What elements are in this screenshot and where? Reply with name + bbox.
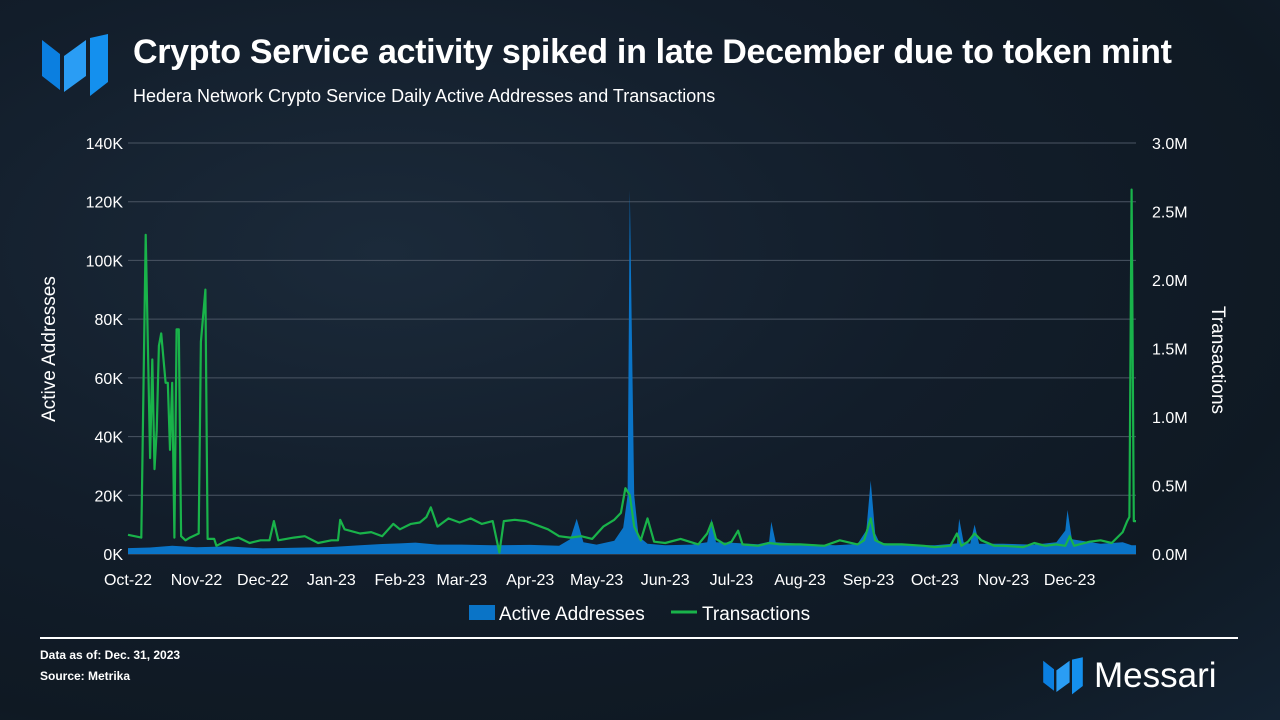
y-tick-label: 60K bbox=[95, 371, 124, 388]
x-tick-label: Oct-23 bbox=[911, 572, 959, 589]
y-tick-label: 40K bbox=[95, 430, 124, 447]
active-addresses-area bbox=[128, 190, 1136, 554]
y-axis-label: Active Addresses bbox=[39, 276, 60, 422]
y2-tick-label: 1.5M bbox=[1152, 342, 1188, 359]
x-tick-label: Apr-23 bbox=[506, 572, 554, 589]
y2-tick-label: 0.5M bbox=[1152, 479, 1188, 496]
legend-label-active-addresses: Active Addresses bbox=[499, 604, 645, 625]
messari-brand: Messari bbox=[1042, 655, 1242, 699]
x-tick-label: Dec-22 bbox=[237, 572, 289, 589]
x-axis: Oct-22 Nov-22 Dec-22 Jan-23 Feb-23 Mar-23 Apr-… bbox=[104, 572, 1096, 589]
y2-tick-label: 2.0M bbox=[1152, 273, 1188, 290]
x-tick-label: Oct-22 bbox=[104, 572, 152, 589]
legend-label-transactions: Transactions bbox=[702, 604, 810, 625]
y2-axis-label: Transactions bbox=[1207, 306, 1228, 414]
x-tick-label: Aug-23 bbox=[774, 572, 826, 589]
legend: Active Addresses Transactions bbox=[469, 604, 810, 625]
x-tick-label: Nov-22 bbox=[171, 572, 223, 589]
right-axis: 0.0M 0.5M 1.0M 1.5M 2.0M 2.5M 3.0M bbox=[1152, 136, 1188, 564]
x-tick-label: Mar-23 bbox=[436, 572, 487, 589]
y-tick-label: 120K bbox=[86, 195, 124, 212]
x-tick-label: Dec-23 bbox=[1044, 572, 1096, 589]
y-tick-label: 0K bbox=[103, 547, 123, 564]
messari-logo-icon bbox=[42, 34, 108, 96]
x-tick-label: Sep-23 bbox=[843, 572, 895, 589]
chart-subtitle: Hedera Network Crypto Service Daily Acti… bbox=[133, 86, 716, 106]
y2-tick-label: 1.0M bbox=[1152, 410, 1188, 427]
x-tick-label: Jan-23 bbox=[307, 572, 356, 589]
y2-tick-label: 2.5M bbox=[1152, 205, 1188, 222]
left-axis: 0K 20K 40K 60K 80K 100K 120K 140K bbox=[86, 136, 124, 564]
chart: 0K 20K 40K 60K 80K 100K 120K 140K 0.0M 0.5M 1.0M 1… bbox=[39, 136, 1228, 625]
y-tick-label: 20K bbox=[95, 488, 124, 505]
y2-tick-label: 3.0M bbox=[1152, 136, 1188, 153]
source-note: Source: Metrika bbox=[40, 669, 131, 683]
chart-title: Crypto Service activity spiked in late D… bbox=[133, 33, 1172, 71]
transactions-line bbox=[127, 188, 1136, 554]
y-tick-label: 80K bbox=[95, 312, 124, 329]
messari-brand-icon bbox=[1043, 657, 1083, 695]
x-tick-label: Feb-23 bbox=[375, 572, 426, 589]
y2-tick-label: 0.0M bbox=[1152, 547, 1188, 564]
y-tick-label: 140K bbox=[86, 136, 124, 153]
y-tick-label: 100K bbox=[86, 253, 124, 270]
x-tick-label: Nov-23 bbox=[978, 572, 1030, 589]
data-as-of: Data as of: Dec. 31, 2023 bbox=[40, 648, 181, 662]
brand-name: Messari bbox=[1094, 656, 1217, 695]
footer-divider bbox=[40, 637, 1238, 639]
x-tick-label: Jun-23 bbox=[641, 572, 690, 589]
legend-swatch-active-addresses bbox=[469, 605, 495, 620]
x-tick-label: May-23 bbox=[570, 572, 623, 589]
x-tick-label: Jul-23 bbox=[710, 572, 754, 589]
